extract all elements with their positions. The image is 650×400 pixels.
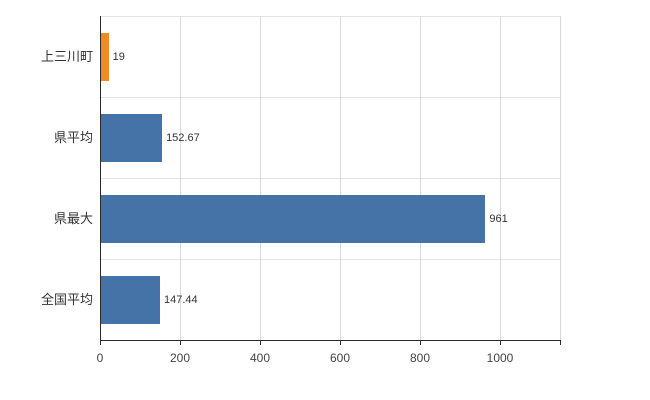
gridline-vertical <box>180 16 181 340</box>
gridline-horizontal <box>100 97 560 98</box>
x-axis-tick-mark <box>500 340 501 345</box>
x-axis-tick-mark <box>340 340 341 345</box>
y-axis-line <box>100 16 101 341</box>
bar-value-label: 152.67 <box>166 131 200 144</box>
gridline-horizontal <box>100 259 560 260</box>
gridline-vertical <box>420 16 421 340</box>
x-axis-tick-label: 1000 <box>486 351 514 365</box>
gridline-vertical <box>260 16 261 340</box>
bar-value-label: 961 <box>489 212 508 225</box>
x-axis-tick-label: 200 <box>169 351 191 365</box>
x-axis-tick-mark <box>180 340 181 345</box>
bar-全国平均 <box>101 275 160 324</box>
category-label: 全国平均 <box>40 291 93 307</box>
gridline-vertical <box>340 16 341 340</box>
bar-県最大 <box>101 194 486 243</box>
x-axis-tick-label: 0 <box>96 351 104 365</box>
gridline-vertical-right-edge <box>560 16 561 340</box>
category-label: 県平均 <box>53 129 93 145</box>
bar-上三川町 <box>101 32 109 81</box>
x-axis-tick-label: 600 <box>329 351 351 365</box>
bar-value-label: 147.44 <box>163 293 198 306</box>
x-axis-tick-mark-end <box>560 340 561 345</box>
gridline-vertical <box>500 16 501 340</box>
x-axis-tick-label: 800 <box>409 351 431 365</box>
x-axis-line <box>100 340 561 341</box>
x-axis-tick-mark <box>100 340 101 345</box>
x-axis-tick-mark <box>260 340 261 345</box>
gridline-horizontal <box>100 178 560 179</box>
x-axis-tick-mark <box>420 340 421 345</box>
category-label: 上三川町 <box>40 48 93 64</box>
x-axis-tick-label: 400 <box>249 351 271 365</box>
category-label: 県最大 <box>53 210 93 226</box>
bar-県平均 <box>101 113 163 162</box>
bar-value-label: 19 <box>112 50 125 63</box>
gridline-horizontal <box>100 16 560 17</box>
